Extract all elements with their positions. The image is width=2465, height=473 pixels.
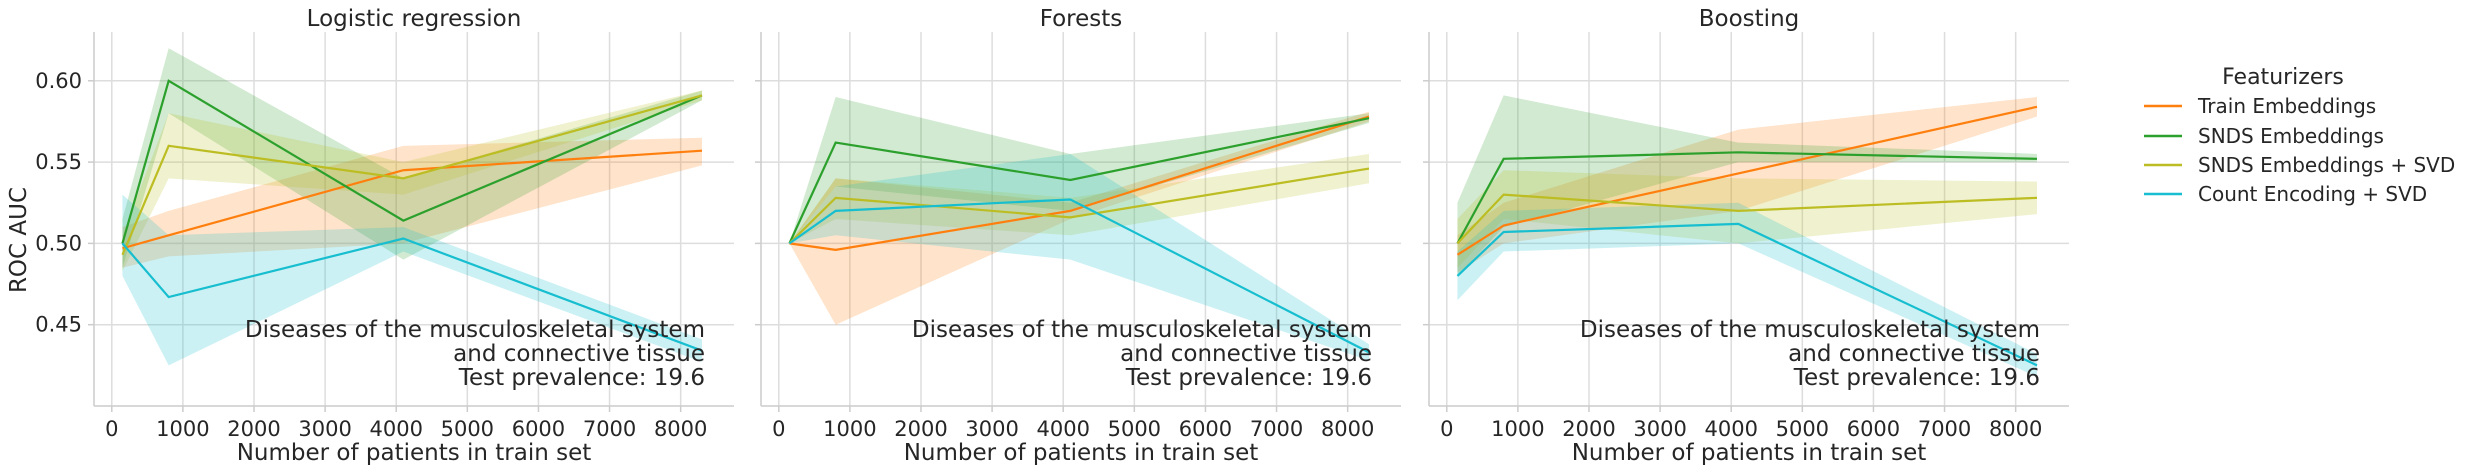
x-tick-label: 2000 <box>1562 417 1615 441</box>
confidence-band-snds-embeddings-svd <box>789 153 1369 244</box>
series-line-snds-embeddings <box>1456 151 2038 244</box>
annotation-line-2: and connective tissue <box>1120 341 1372 367</box>
y-tick-label: 0.55 <box>35 150 82 174</box>
x-tick-label: 2000 <box>894 417 947 441</box>
series-line-train-embeddings <box>122 149 703 250</box>
confidence-band-snds-embeddings <box>122 48 702 268</box>
series-line-snds-embeddings-svd <box>1456 193 2038 245</box>
y-axis-label: ROC AUC <box>6 187 32 293</box>
x-tick-label: 0 <box>772 417 785 441</box>
confidence-band-snds-embeddings <box>1457 95 2037 276</box>
x-tick-label: 8000 <box>1321 417 1374 441</box>
x-tick-label: 4000 <box>1036 417 1089 441</box>
confidence-band-snds-embeddings <box>789 97 1369 244</box>
x-tick-label: 4000 <box>1704 417 1757 441</box>
x-tick-label: 6000 <box>512 417 565 441</box>
x-axis-label: Number of patients in train set <box>237 440 592 466</box>
x-axis-label: Number of patients in train set <box>904 440 1259 466</box>
annotation-line-3: Test prevalence: 19.6 <box>458 365 705 391</box>
annotation-line-2: and connective tissue <box>1788 341 2040 367</box>
legend-entry: SNDS Embeddings <box>2144 124 2384 148</box>
annotation-line-3: Test prevalence: 19.6 <box>1793 365 2040 391</box>
annotation-line-2: and connective tissue <box>453 341 705 367</box>
series-line-train-embeddings <box>1456 105 2038 256</box>
y-tick-label: 0.60 <box>35 69 82 93</box>
legend-entry: SNDS Embeddings + SVD <box>2144 153 2455 177</box>
x-tick-label: 8000 <box>654 417 707 441</box>
series-line-snds-embeddings-svd <box>788 167 1370 245</box>
plot-area-forests: 0 1000 2000 3000 4000 5000 6000 7000 8000 <box>755 32 1401 441</box>
series-line-count-encoding-svd <box>121 237 703 352</box>
confidence-band-count-encoding-svd <box>1457 202 2037 377</box>
confidence-band-snds-embeddings-svd <box>1457 170 2037 268</box>
legend-label: SNDS Embeddings <box>2198 124 2384 148</box>
y-tick-label: 0.50 <box>35 231 82 255</box>
panel-title-forests: Forests <box>1040 6 1123 32</box>
panel-boosting: Boosting Diseases of the musculoskeletal… <box>1572 6 2040 466</box>
x-tick-label: 4000 <box>369 417 422 441</box>
panel-logistic-regression: Logistic regression Diseases of the musc… <box>237 6 705 466</box>
x-tick-label: 1000 <box>1491 417 1544 441</box>
panel-forests: Forests Diseases of the musculoskeletal … <box>904 6 1372 466</box>
confidence-band-count-encoding-svd <box>122 194 702 366</box>
confidence-band-train-embeddings <box>789 111 1369 325</box>
legend-label: Count Encoding + SVD <box>2198 182 2427 206</box>
x-tick-label: 3000 <box>965 417 1018 441</box>
legend-entry: Count Encoding + SVD <box>2144 182 2427 206</box>
x-tick-label: 6000 <box>1847 417 1900 441</box>
series-line-snds-embeddings <box>121 79 703 244</box>
plot-area-boosting: 0 1000 2000 3000 4000 5000 6000 7000 8000 <box>1423 32 2069 441</box>
y-tick-label: 0.45 <box>35 313 82 337</box>
x-tick-label: 5000 <box>441 417 494 441</box>
legend-title: Featurizers <box>2222 65 2344 90</box>
x-tick-label: 7000 <box>583 417 636 441</box>
series-line-count-encoding-svd <box>788 198 1370 354</box>
x-tick-label: 2000 <box>227 417 280 441</box>
x-tick-label: 7000 <box>1250 417 1303 441</box>
x-tick-label: 0 <box>1440 417 1453 441</box>
x-tick-label: 3000 <box>1633 417 1686 441</box>
series-line-count-encoding-svd <box>1456 222 2038 367</box>
x-tick-label: 8000 <box>1989 417 2042 441</box>
legend-entry: Train Embeddings <box>2144 94 2376 118</box>
annotation-line-1: Diseases of the musculoskeletal system <box>1580 317 2040 343</box>
series-line-snds-embeddings <box>788 117 1370 244</box>
x-tick-label: 3000 <box>298 417 351 441</box>
annotation-line-1: Diseases of the musculoskeletal system <box>245 317 705 343</box>
legend-label: Train Embeddings <box>2197 94 2376 118</box>
confidence-band-train-embeddings <box>122 137 702 268</box>
legend-label: SNDS Embeddings + SVD <box>2198 153 2455 177</box>
x-tick-label: 0 <box>105 417 118 441</box>
legend: Featurizers Train Embeddings SNDS Embedd… <box>2144 65 2455 206</box>
x-axis-label: Number of patients in train set <box>1572 440 1927 466</box>
annotation-line-3: Test prevalence: 19.6 <box>1125 365 1372 391</box>
annotation-line-1: Diseases of the musculoskeletal system <box>912 317 1372 343</box>
panel-title-logistic-regression: Logistic regression <box>307 6 522 32</box>
x-tick-label: 5000 <box>1108 417 1161 441</box>
x-tick-label: 6000 <box>1179 417 1232 441</box>
x-tick-label: 7000 <box>1918 417 1971 441</box>
series-line-train-embeddings <box>789 115 1370 252</box>
x-tick-label: 5000 <box>1776 417 1829 441</box>
x-tick-label: 1000 <box>156 417 209 441</box>
series-line-snds-embeddings-svd <box>121 94 703 256</box>
plot-area-logistic-regression: 0 1000 2000 3000 4000 5000 6000 7000 8000 0.45 0.5… <box>35 32 734 441</box>
panel-title-boosting: Boosting <box>1699 6 1800 32</box>
x-tick-label: 1000 <box>823 417 876 441</box>
